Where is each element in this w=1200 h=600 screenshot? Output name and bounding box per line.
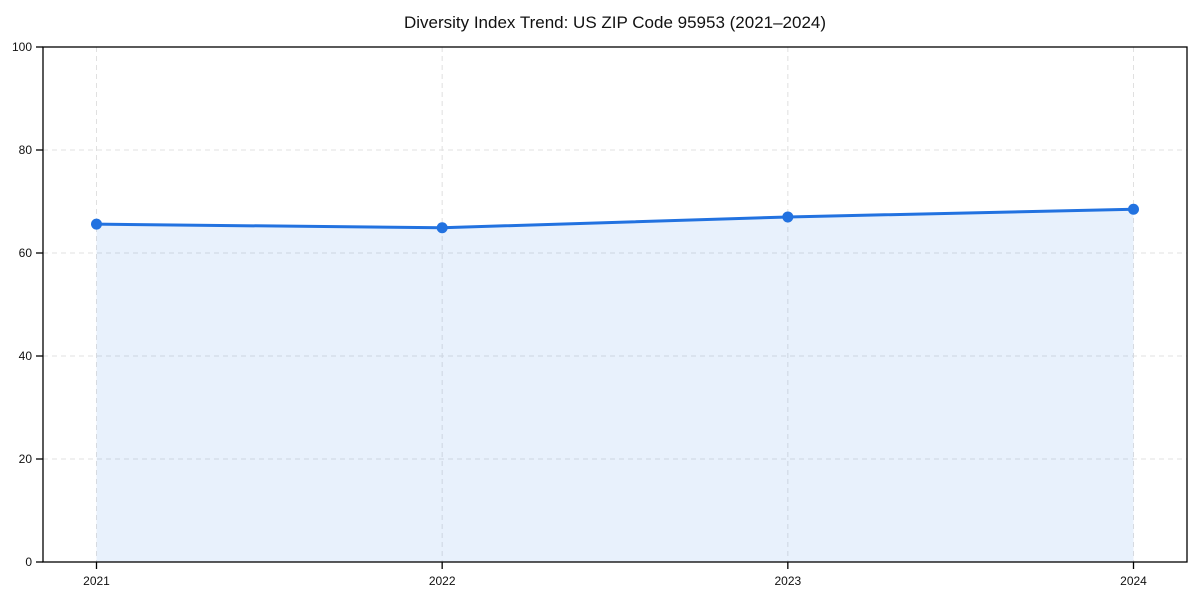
data-point-2024 [1128, 203, 1139, 215]
y-tick-label: 0 [25, 555, 32, 569]
y-tick-label: 100 [12, 40, 32, 54]
x-tick-label: 2022 [429, 574, 456, 588]
x-tick-label: 2024 [1120, 574, 1147, 588]
y-tick-label: 60 [19, 246, 33, 260]
data-point-2021 [91, 218, 102, 230]
y-tick-label: 80 [19, 143, 33, 157]
chart-title: Diversity Index Trend: US ZIP Code 95953… [403, 13, 827, 32]
data-point-2022 [436, 222, 448, 234]
data-point-2023 [782, 211, 794, 223]
area-fill [96, 209, 1134, 562]
x-tick-label: 2021 [83, 574, 110, 588]
y-tick-label: 20 [19, 452, 33, 466]
x-tick-label: 2023 [774, 574, 801, 588]
plot-box [42, 46, 1188, 563]
y-tick-label: 40 [19, 349, 33, 363]
trend-line [95, 207, 1135, 230]
